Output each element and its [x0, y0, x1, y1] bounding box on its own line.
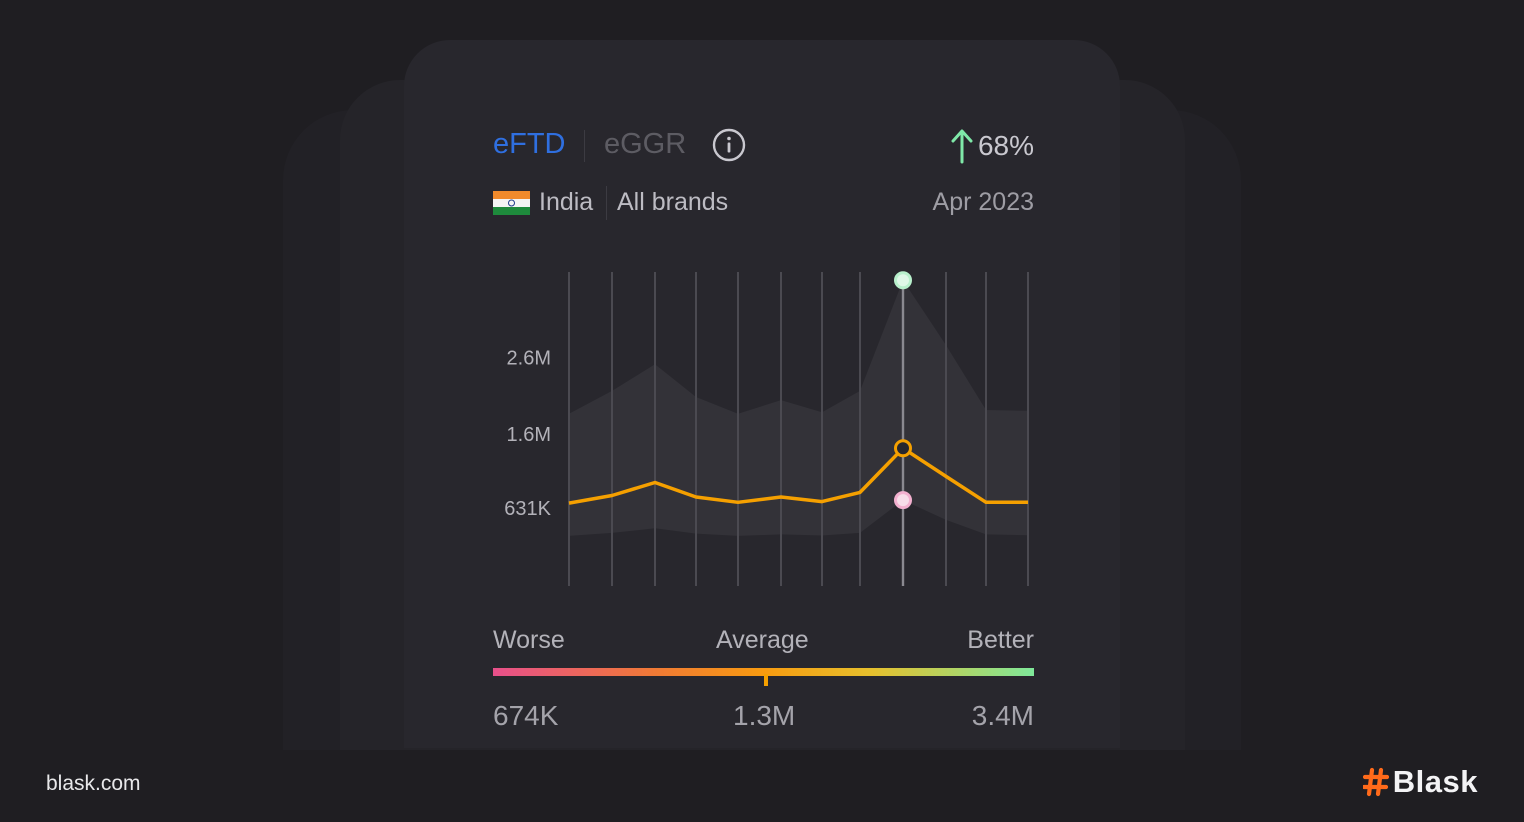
change-indicator: 68% — [950, 128, 1034, 164]
footer-site-link[interactable]: blask.com — [46, 772, 141, 795]
arrow-up-icon — [951, 129, 973, 164]
tab-divider — [584, 130, 585, 162]
period-label: Apr 2023 — [932, 188, 1034, 216]
brand-name: Blask — [1392, 764, 1478, 799]
series-line — [568, 446, 1028, 505]
scale-marker — [764, 674, 768, 686]
scale-value-average: 1.3M — [733, 700, 796, 731]
tab-eftd[interactable]: eFTD — [493, 128, 566, 160]
scale-value-better: 3.4M — [971, 700, 1034, 731]
info-icon[interactable] — [712, 128, 746, 162]
current-point — [894, 439, 912, 458]
performance-scale-bar — [493, 668, 1034, 676]
india-flag-icon — [493, 191, 530, 215]
min-point — [894, 491, 912, 510]
scale-label-average: Average — [716, 626, 809, 654]
scale-label-better: Better — [967, 626, 1034, 654]
hash-icon — [1362, 767, 1389, 797]
scale-value-worse: 674K — [493, 700, 559, 731]
y-tick-label: 1.6M — [507, 424, 551, 446]
y-tick-label: 2.6M — [507, 348, 551, 370]
metric-card — [404, 40, 1120, 748]
max-point — [894, 271, 912, 290]
scale-label-worse: Worse — [493, 626, 565, 654]
tab-eggr[interactable]: eGGR — [604, 128, 687, 160]
filter-divider — [606, 186, 607, 220]
brand-logo: Blask — [1362, 764, 1478, 800]
change-value: 68% — [977, 130, 1034, 161]
brands-filter[interactable]: All brands — [617, 188, 729, 216]
region-filter[interactable]: India — [539, 188, 594, 216]
range-band — [569, 280, 1028, 536]
y-tick-label: 631K — [504, 498, 551, 520]
